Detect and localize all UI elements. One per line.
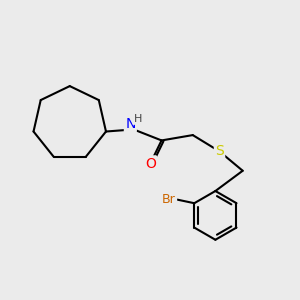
Text: S: S (215, 144, 224, 158)
Text: N: N (125, 117, 136, 131)
Text: O: O (145, 157, 156, 171)
Text: H: H (134, 114, 142, 124)
Text: Br: Br (162, 193, 176, 206)
